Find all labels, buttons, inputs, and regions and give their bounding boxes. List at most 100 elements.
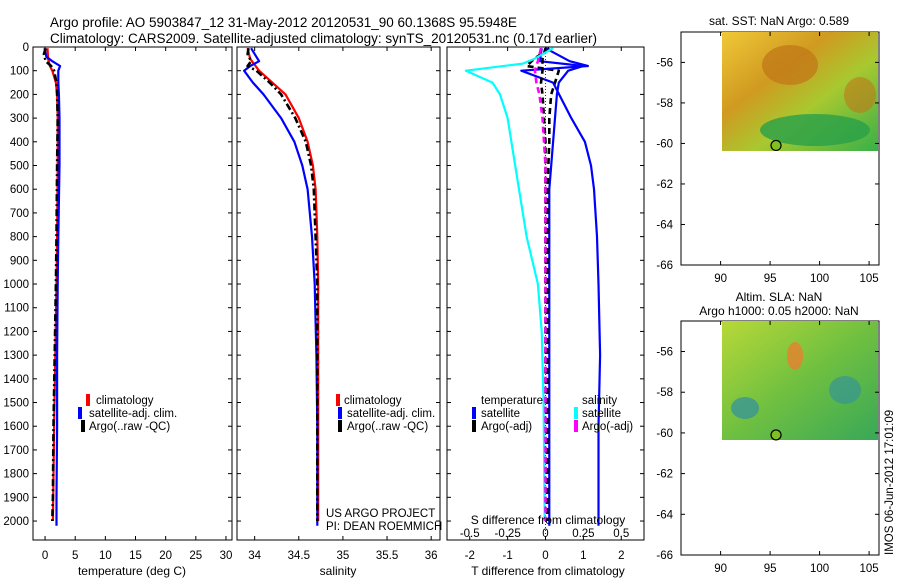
legend-label-sal-satellite: satellite [582, 408, 621, 420]
figure-title-line2: Climatology: CARS2009. Satellite-adjuste… [50, 31, 597, 46]
sst-map-title: sat. SST: NaN Argo: 0.589 [709, 14, 849, 28]
legend-label-salinity: salinity [582, 395, 617, 407]
y-tick-label: 2000 [3, 516, 29, 528]
map-y-tick-label: -56 [656, 57, 673, 69]
legend-label-satellite: satellite-adj. clim. [89, 408, 177, 420]
s-tick-label: 0.25 [572, 528, 594, 540]
salinity-axes-frame [236, 46, 441, 541]
y-tick-label: 400 [10, 137, 29, 149]
legend-swatch-climatology [336, 394, 340, 406]
map-y-tick-label: -62 [656, 469, 673, 481]
map-x-tick-label: 90 [714, 563, 727, 575]
legend-label-argo: Argo(..raw -QC) [347, 421, 428, 433]
legend-swatch-argo [338, 420, 342, 432]
series-line-salinity-argo-diff [533, 47, 547, 521]
series-line-satellite-adj-clim [243, 47, 319, 526]
map-x-tick-label: 90 [714, 273, 727, 285]
x-tick-label: 20 [159, 550, 172, 562]
legend-swatch-satellite [338, 407, 342, 419]
map-x-tick-label: 100 [810, 273, 829, 285]
y-tick-label: 1000 [3, 279, 29, 291]
sla-low-patch [731, 397, 759, 419]
sla-high-patch [787, 342, 803, 370]
temperature-xlabel: temperature (deg C) [78, 564, 186, 578]
legend-label-climatology: climatology [344, 395, 402, 407]
legend-swatch-temp-satellite [472, 407, 476, 419]
legend-label-climatology: climatology [96, 395, 154, 407]
x-tick-label: 34.5 [288, 550, 310, 562]
series-line-satellite-adj-clim [43, 47, 62, 526]
s-tick-label: 0 [542, 528, 548, 540]
y-tick-label: 1100 [4, 303, 29, 315]
y-tick-label: 100 [10, 66, 29, 78]
argo-float-marker [770, 429, 782, 441]
y-tick-label: 500 [10, 161, 29, 173]
series-line-temperature-argo-adj [525, 47, 561, 521]
imos-timestamp: IMOS 06-Jun-2012 17:01:09 [884, 410, 896, 555]
x-tick-label: 0 [542, 550, 548, 562]
difference-legend: temperature satellite Argo(-adj) salinit… [472, 395, 633, 433]
map-x-tick-label: 105 [860, 273, 879, 285]
sst-cool-patch [760, 114, 870, 146]
legend-label-temperature: temperature [481, 395, 543, 407]
map-y-tick-label: -58 [656, 98, 673, 110]
series-line-argo-raw-qc [42, 47, 60, 522]
temperature-legend: climatology satellite-adj. clim. Argo(..… [78, 394, 177, 433]
x-tick-label: 5 [72, 550, 78, 562]
y-tick-label: 600 [10, 184, 29, 196]
y-tick-label: 1700 [3, 445, 29, 457]
series-line-temperature-argo-diff [464, 47, 554, 522]
sla-map-panel: Altim. SLA: NaN Argo h1000: 0.05 h2000: … [656, 290, 880, 575]
legend-label-temp-argo: Argo(-adj) [481, 421, 532, 433]
s-tick-label: 0.5 [613, 528, 629, 540]
x-tick-label: 35.5 [376, 550, 398, 562]
map-x-tick-label: 95 [764, 563, 777, 575]
map-x-tick-label: 100 [810, 563, 829, 575]
x-tick-label: 36 [425, 550, 438, 562]
s-difference-label: S difference from climatology [471, 513, 626, 527]
legend-swatch-climatology [86, 394, 90, 406]
map-y-tick-label: -64 [656, 219, 673, 231]
map-y-tick-label: -66 [656, 550, 673, 562]
map-y-tick-label: -60 [656, 138, 673, 150]
legend-swatch-sal-satellite [574, 407, 578, 419]
pi-annotation: PI: DEAN ROEMMICH [326, 521, 442, 533]
y-tick-label: 1600 [3, 421, 29, 433]
sla-map-title: Altim. SLA: NaN [736, 290, 823, 304]
x-tick-label: 2 [618, 550, 624, 562]
y-tick-label: 300 [10, 113, 29, 125]
map-x-tick-label: 95 [764, 273, 777, 285]
salinity-panel: 34 34.5 35 35.5 36 climatology satellite-adj… [236, 46, 442, 578]
project-annotation: US ARGO PROJECT [326, 508, 435, 520]
legend-swatch-argo [81, 420, 85, 432]
legend-label-satellite: satellite-adj. clim. [347, 408, 435, 420]
sla-low-patch [829, 376, 861, 404]
x-tick-label: 10 [99, 550, 112, 562]
y-tick-label: 1500 [3, 398, 29, 410]
figure-title-line1: Argo profile: AO 5903847_12 31-May-2012 … [50, 15, 517, 30]
s-tick-label: -0.25 [495, 528, 521, 540]
temperature-axes-frame [32, 46, 233, 541]
y-tick-label: 200 [10, 89, 29, 101]
map-y-tick-label: -56 [656, 347, 673, 359]
legend-label-temp-satellite: satellite [481, 408, 520, 420]
x-tick-label: 34 [248, 550, 261, 562]
series-line-salinity-argo-adj [539, 47, 547, 521]
map-y-tick-label: -60 [656, 428, 673, 440]
x-tick-label: -1 [502, 550, 512, 562]
t-difference-label: T difference from climatology [471, 564, 625, 578]
map-y-tick-label: -64 [656, 509, 673, 521]
map-y-tick-label: -66 [656, 260, 673, 272]
y-tick-label: 800 [10, 232, 29, 244]
legend-swatch-temp-argo [472, 420, 476, 432]
y-tick-label: 0 [23, 42, 29, 54]
x-tick-label: 1 [580, 550, 586, 562]
x-tick-label: 25 [189, 550, 202, 562]
y-tick-label: 1900 [3, 492, 29, 504]
difference-panel: -2 -1 0 1 2 -0.5 -0.25 0 0.25 0.5 temperature sat… [446, 46, 645, 578]
map-x-tick-label: 105 [860, 563, 879, 575]
legend-swatch-sal-argo [574, 420, 578, 432]
sst-map-panel: sat. SST: NaN Argo: 0.589 -56 -58 -60 -62 -6… [656, 14, 880, 285]
x-tick-label: 30 [220, 550, 233, 562]
y-tick-label: 1400 [3, 374, 29, 386]
